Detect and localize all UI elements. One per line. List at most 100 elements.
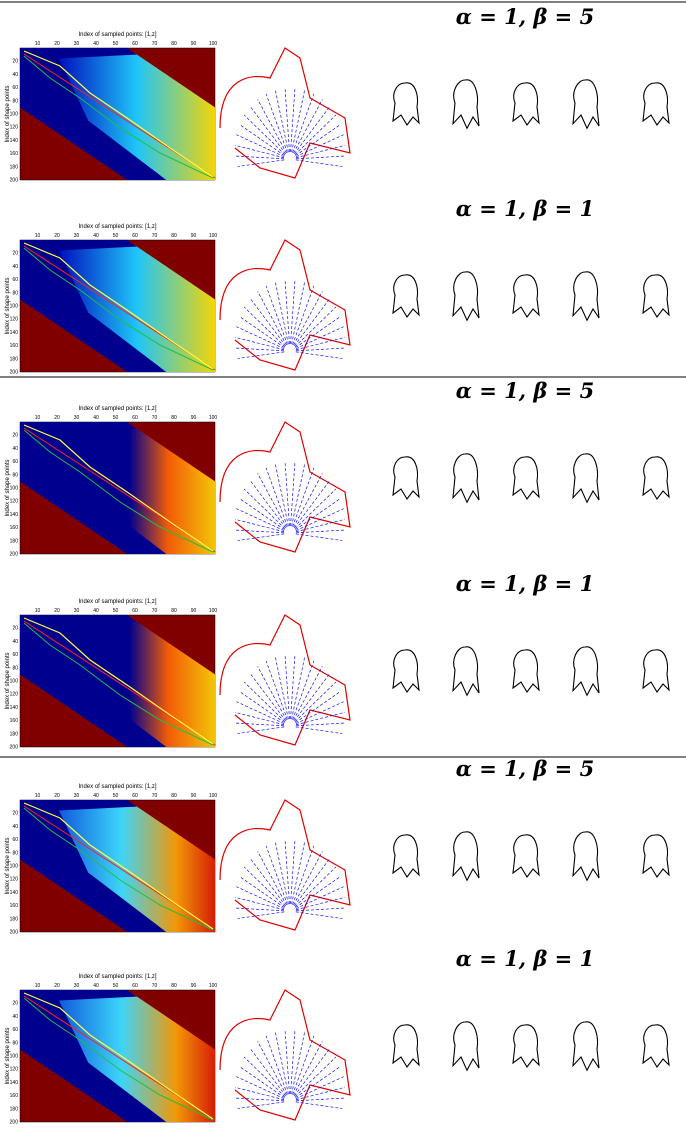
correspondence [293,468,314,527]
x-axis-label: Index of sampled points: [1,z] [78,224,156,230]
correspondence [266,286,287,345]
x-tick-label: 90 [191,41,197,47]
x-axis-label: Index of sampled points: [1,z] [78,974,156,980]
correspondence [292,842,305,904]
caption: α = 1, β = 1 [456,196,594,221]
correspondence [258,473,287,527]
y-tick-label: 180 [10,731,19,737]
correspondence [296,912,343,919]
correspondence [296,534,343,541]
y-tick-label: 80 [12,850,18,856]
y-tick-label: 200 [10,552,19,558]
x-tick-label: 60 [132,793,138,799]
result-shape [393,83,419,125]
y-tick-label: 160 [10,903,19,909]
correspondence [296,712,345,724]
x-axis-label: Index of sampled points: [1,z] [78,406,156,412]
correspondence [292,464,305,526]
y-tick-label: 80 [12,472,18,478]
result-shape [573,1022,599,1071]
correspondence [235,1087,284,1099]
y-tick-label: 60 [12,277,18,283]
correspondence [293,1036,314,1095]
correspondence [275,464,288,526]
correspondence [238,1102,285,1109]
result-shape [643,275,669,317]
correspondence [258,99,287,153]
correspondence [291,840,295,904]
result-shape [513,650,539,692]
x-tick-label: 50 [113,415,119,421]
result-shape [393,457,419,499]
result-shape [643,457,669,499]
correspondence [295,682,336,722]
x-tick-label: 10 [35,608,41,614]
result-shape [453,454,479,503]
y-tick-label: 20 [12,1001,18,1007]
shape-outline [220,800,350,930]
correspondence [235,908,284,911]
correspondence [235,712,284,724]
correspondence [296,337,345,349]
y-axis-label: Index of shape points [5,1027,11,1084]
correspondence [296,498,341,529]
y-axis-label: Index of shape points [5,85,11,142]
correspondence [292,282,305,344]
result-shape [393,835,419,877]
result-shape [643,835,669,877]
correspondence [239,124,284,155]
correspondence [293,286,314,345]
correspondence [235,897,284,909]
correspondence [244,307,285,347]
correspondence [292,90,305,152]
correspondence [291,655,295,719]
correspondence [250,107,285,154]
correspondence [275,842,288,904]
y-tick-label: 160 [10,525,19,531]
correspondence [235,348,284,351]
y-tick-label: 160 [10,1093,19,1099]
correspondence [244,867,285,907]
correspondence [258,1041,287,1095]
x-tick-label: 100 [209,415,218,421]
x-tick-label: 20 [54,415,60,421]
x-tick-label: 90 [191,983,197,989]
x-tick-label: 20 [54,41,60,47]
correspondence [295,115,336,155]
x-tick-label: 10 [35,983,41,989]
y-tick-label: 80 [12,290,18,296]
correspondence [295,867,336,907]
correspondence [295,489,336,529]
y-tick-label: 180 [10,538,19,544]
caption: α = 1, β = 5 [456,378,594,403]
result-shape [513,835,539,877]
y-tick-label: 20 [12,59,18,65]
x-tick-label: 40 [93,793,99,799]
shape-outline [220,422,350,552]
y-tick-label: 180 [10,164,19,170]
correspondence [295,307,336,347]
x-tick-label: 70 [152,793,158,799]
y-axis-label: Index of shape points [5,459,11,516]
x-tick-label: 40 [93,983,99,989]
correspondence [296,876,341,907]
correspondence [236,1077,284,1099]
x-tick-label: 10 [35,41,41,47]
shape-outline [220,240,350,370]
x-tick-label: 30 [74,793,80,799]
correspondence [235,519,284,531]
correspondence [266,94,287,153]
y-tick-label: 80 [12,665,18,671]
correspondence [238,160,285,167]
x-tick-label: 80 [171,233,177,239]
x-tick-label: 40 [93,415,99,421]
y-tick-label: 180 [10,356,19,362]
x-tick-label: 30 [74,983,80,989]
x-axis-label: Index of sampled points: [1,z] [78,599,156,605]
correspondence [250,299,285,346]
correspondence [296,145,345,157]
correspondence [275,657,288,719]
result-shape [573,80,599,129]
correspondence [296,1102,343,1109]
x-tick-label: 20 [54,983,60,989]
